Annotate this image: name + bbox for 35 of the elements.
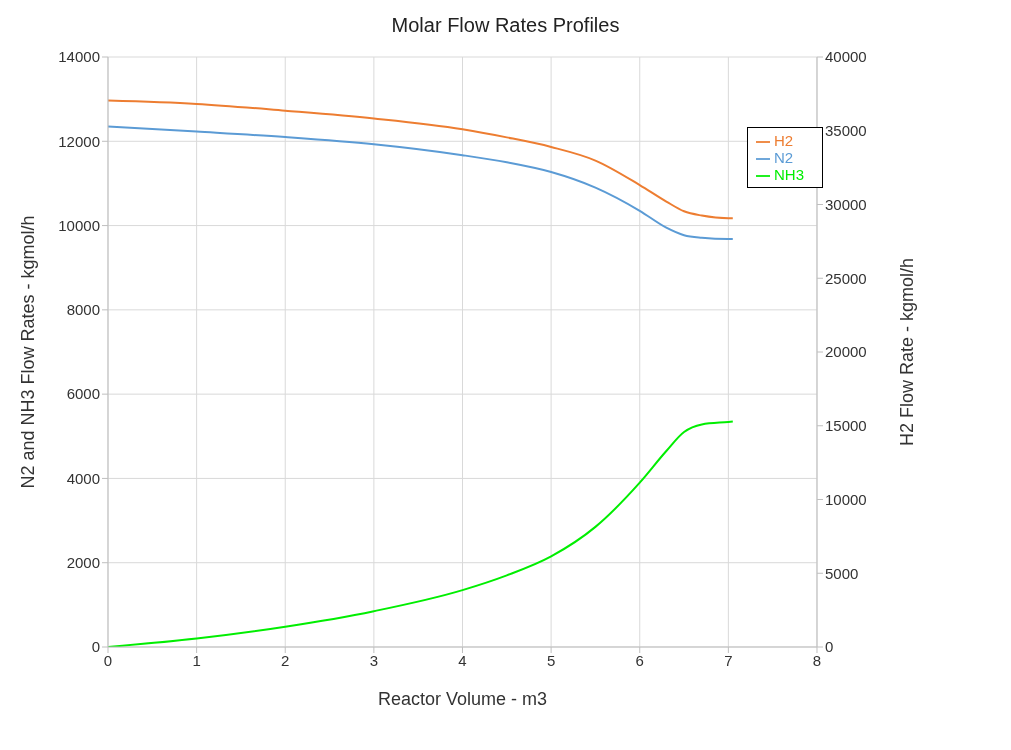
x-tick-label: 7 bbox=[724, 651, 733, 669]
y2-tick-label: 25000 bbox=[824, 269, 867, 287]
y2-tick-label: 20000 bbox=[824, 343, 867, 361]
x-tick-label: 4 bbox=[458, 651, 467, 669]
y-tick-label: 2000 bbox=[66, 554, 100, 572]
y2-tick-label: 30000 bbox=[824, 195, 867, 213]
y-tick-label: 14000 bbox=[58, 48, 100, 66]
y2-axis-title: H2 Flow Rate - kgmol/h bbox=[897, 257, 918, 447]
y-tick-label: 0 bbox=[91, 638, 100, 656]
y-tick-label: 6000 bbox=[66, 385, 100, 403]
x-tick-label: 5 bbox=[546, 651, 556, 669]
legend-label: H2 bbox=[773, 132, 794, 149]
y2-tick-label: 10000 bbox=[824, 490, 867, 508]
x-tick-label: 0 bbox=[103, 651, 113, 669]
line-series bbox=[108, 125, 734, 241]
y-axis-title: N2 and NH3 Flow Rates - kgmol/h bbox=[18, 215, 39, 489]
x-tick-label: 8 bbox=[812, 651, 822, 669]
y2-tick-label: 0 bbox=[824, 638, 834, 656]
line-series bbox=[108, 99, 734, 220]
x-tick-label: 2 bbox=[281, 651, 290, 669]
y-tick-label: 10000 bbox=[58, 216, 100, 234]
y2-tick-label: 15000 bbox=[824, 417, 867, 435]
y-tick-label: 12000 bbox=[58, 132, 100, 150]
y2-tick-label: 5000 bbox=[824, 564, 859, 582]
y2-tick-label: 35000 bbox=[824, 122, 867, 140]
x-tick-label: 6 bbox=[635, 651, 644, 669]
y-tick-label: 4000 bbox=[66, 469, 100, 487]
x-tick-label: 3 bbox=[369, 651, 379, 669]
chart-title: Molar Flow Rates Profiles bbox=[390, 14, 621, 37]
y-tick-label: 8000 bbox=[66, 301, 100, 319]
legend-label: N2 bbox=[773, 149, 794, 167]
x-axis-title: Reactor Volume - m3 bbox=[377, 689, 548, 709]
x-tick-label: 1 bbox=[192, 651, 201, 669]
legend-label: NH3 bbox=[773, 166, 804, 184]
y2-tick-label: 40000 bbox=[824, 48, 867, 66]
